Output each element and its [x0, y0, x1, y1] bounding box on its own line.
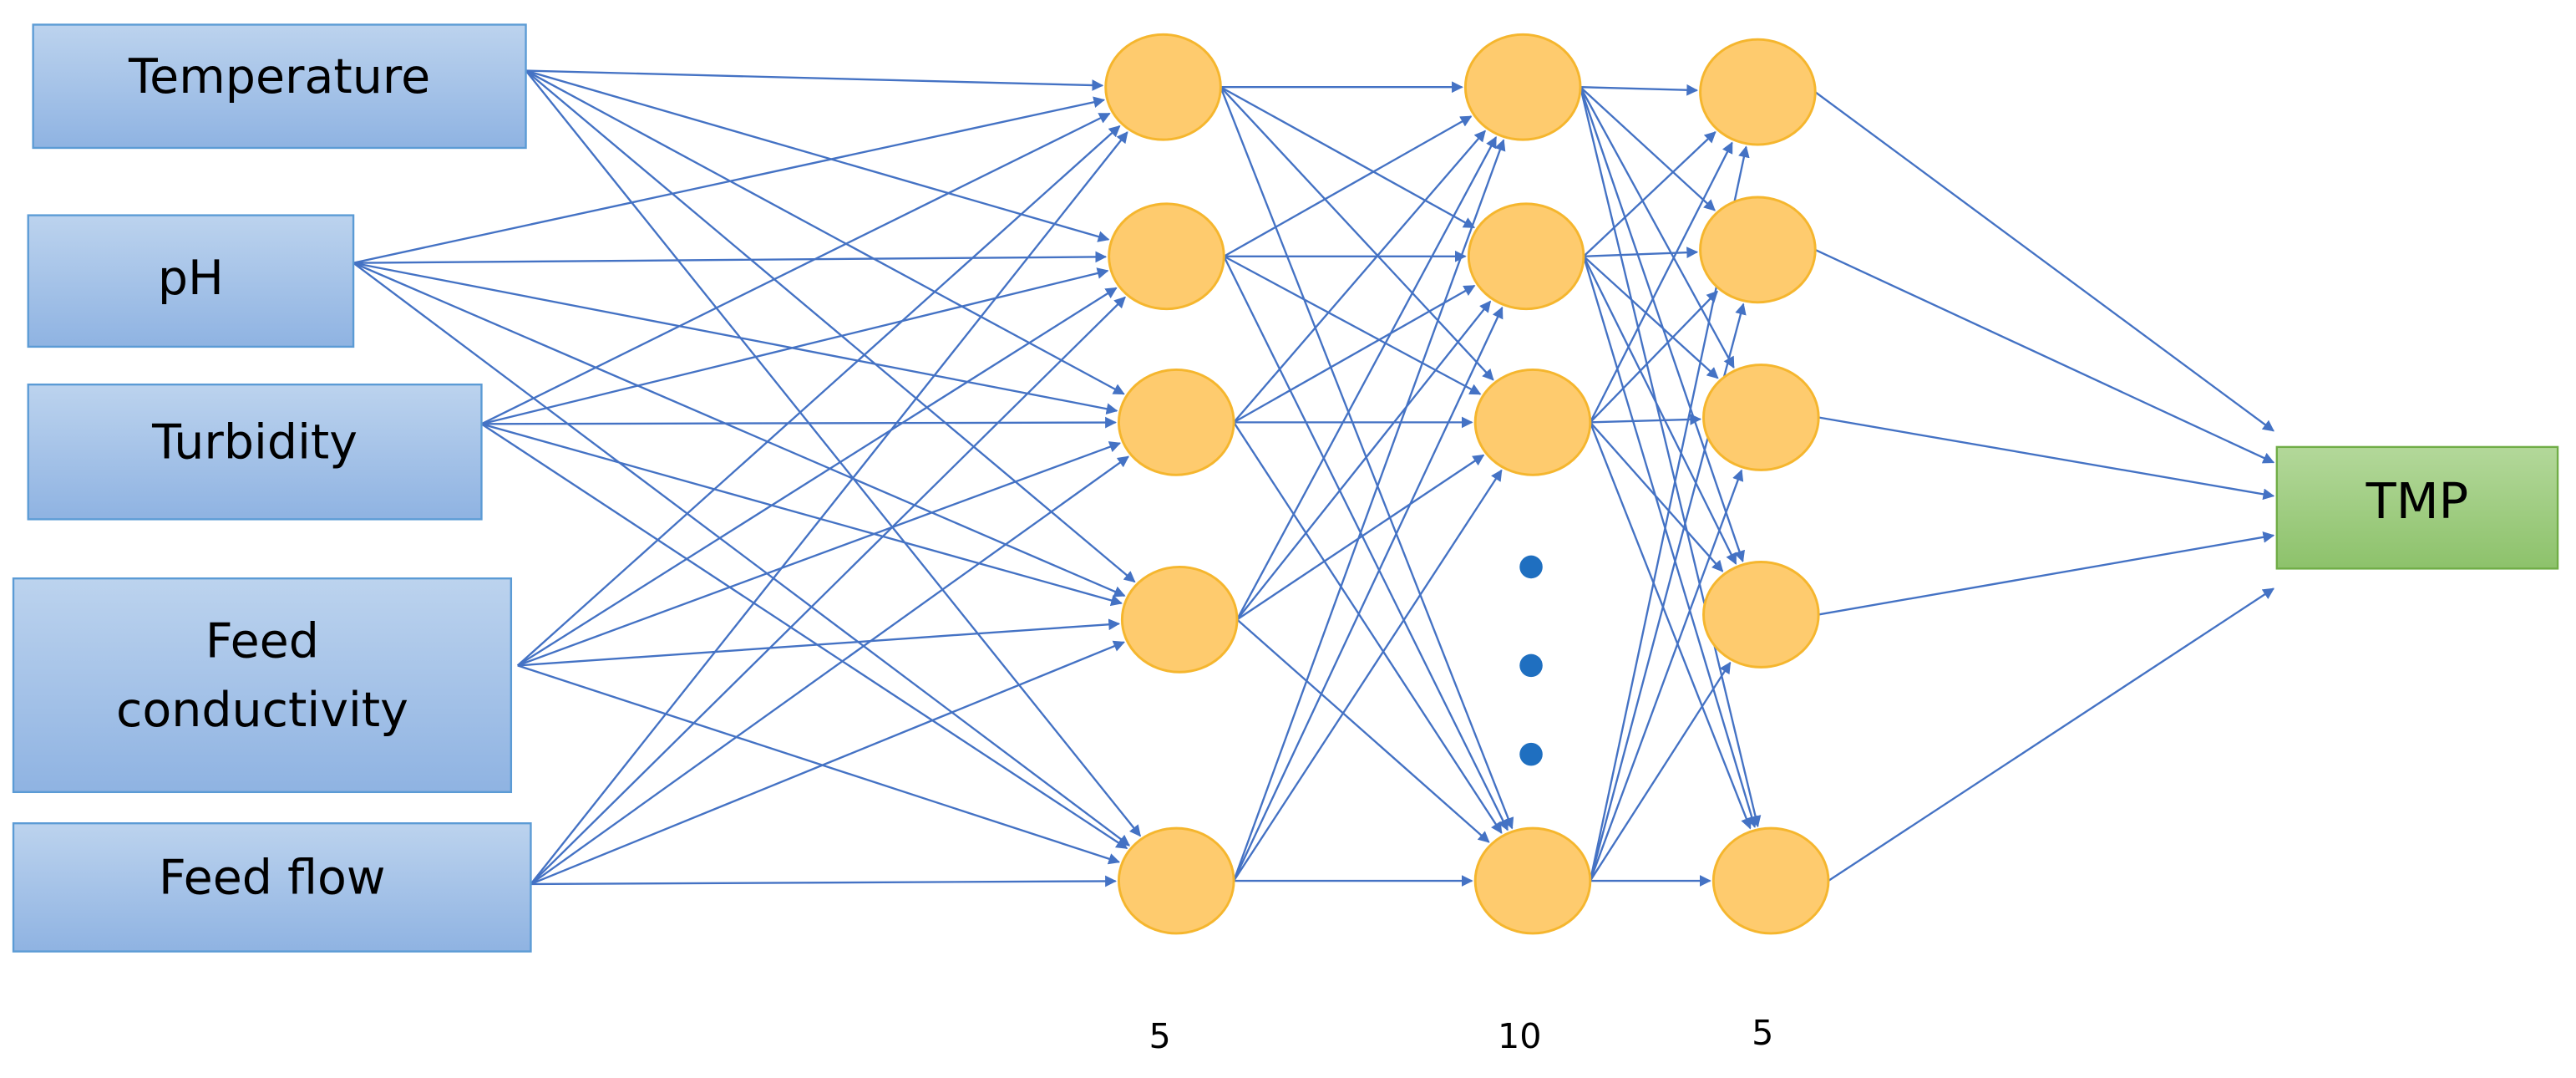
connection [1220, 86, 1476, 229]
ellipsis-dot [1519, 555, 1543, 579]
ellipsis-dot [1519, 742, 1543, 766]
connection [1223, 255, 1482, 395]
connection [1223, 115, 1473, 257]
input-label: conductivity [116, 683, 408, 738]
connection [1589, 290, 1718, 424]
connection [481, 423, 1123, 607]
input-box [27, 383, 483, 521]
input-box [12, 577, 513, 794]
connection [1233, 421, 1503, 834]
input-box [32, 23, 527, 150]
connection [352, 96, 1106, 264]
neuron [1117, 368, 1235, 476]
connection [1579, 86, 1745, 562]
connection [1232, 139, 1506, 882]
connection [1589, 141, 1733, 423]
neuron [1104, 33, 1222, 141]
neuron [1699, 196, 1817, 304]
layer-size: 10 [1498, 1016, 1542, 1056]
connection [1579, 86, 1762, 828]
connection [525, 69, 1141, 837]
connection [1582, 256, 1757, 828]
connection [480, 112, 1111, 425]
connection [517, 664, 1121, 865]
input-box [12, 822, 532, 953]
connection [530, 131, 1128, 885]
connection [1233, 130, 1486, 424]
connection [1818, 416, 2275, 501]
input-label: Temperature [128, 49, 430, 104]
input-label: Turbidity [151, 415, 357, 470]
neuron [1120, 565, 1239, 674]
connection [1589, 661, 1732, 882]
connection [353, 251, 1108, 264]
output-box [2275, 445, 2559, 570]
connection [1589, 421, 1752, 830]
connection [1582, 256, 1737, 565]
connection [1814, 91, 2274, 432]
connection [517, 618, 1121, 667]
connection [1580, 84, 1699, 96]
neuron [1108, 202, 1225, 311]
connection [1589, 421, 1724, 572]
input-label: Feed flow [159, 851, 386, 906]
connection [517, 441, 1122, 667]
connection [1589, 469, 1744, 882]
neuron [1702, 561, 1820, 669]
connection [1236, 454, 1485, 621]
connection [1236, 135, 1498, 620]
connection [1814, 248, 2275, 464]
connection [530, 455, 1129, 885]
connection [352, 262, 1126, 597]
connection [1236, 618, 1490, 843]
connection [1233, 284, 1476, 424]
neuron [1711, 826, 1830, 935]
neuron [1463, 33, 1582, 141]
input-label: pH [158, 251, 224, 306]
neuron [1467, 202, 1585, 311]
connection [352, 262, 1131, 847]
connection [1818, 531, 2275, 616]
shapes: Temperature pH Turbidity Feed conductivity Fe… [12, 23, 2559, 1056]
connection [1583, 255, 1719, 379]
connection [480, 423, 1128, 850]
neuron [1702, 364, 1820, 471]
neuron [1699, 38, 1817, 146]
connection [1583, 131, 1716, 257]
output-label: TMP [2366, 472, 2469, 530]
connection [525, 69, 1125, 395]
connection [1580, 86, 1716, 211]
connection [1233, 306, 1504, 882]
connection [481, 267, 1109, 425]
connection [525, 69, 1136, 583]
connection [1583, 247, 1699, 258]
connection [1223, 256, 1509, 831]
connection [352, 262, 1118, 414]
connection [1828, 587, 2275, 882]
connection [1233, 469, 1503, 882]
connection [530, 875, 1117, 887]
neuron [1117, 826, 1235, 935]
connection [1236, 300, 1492, 621]
layer-size: 5 [1149, 1016, 1170, 1056]
connection [1220, 86, 1494, 381]
input-label: Feed [205, 613, 319, 669]
edges [352, 69, 2275, 887]
input-box [27, 214, 355, 348]
connection [517, 287, 1118, 667]
connection [1590, 414, 1701, 425]
connection [481, 416, 1117, 429]
connection [530, 640, 1125, 886]
layer-size: 5 [1752, 1013, 1773, 1053]
connection [530, 296, 1126, 885]
neuron [1473, 826, 1592, 935]
neuron [1473, 368, 1592, 476]
ellipsis-dot [1519, 653, 1543, 678]
connection [525, 69, 1110, 242]
connection [525, 69, 1104, 91]
connection [516, 125, 1121, 667]
